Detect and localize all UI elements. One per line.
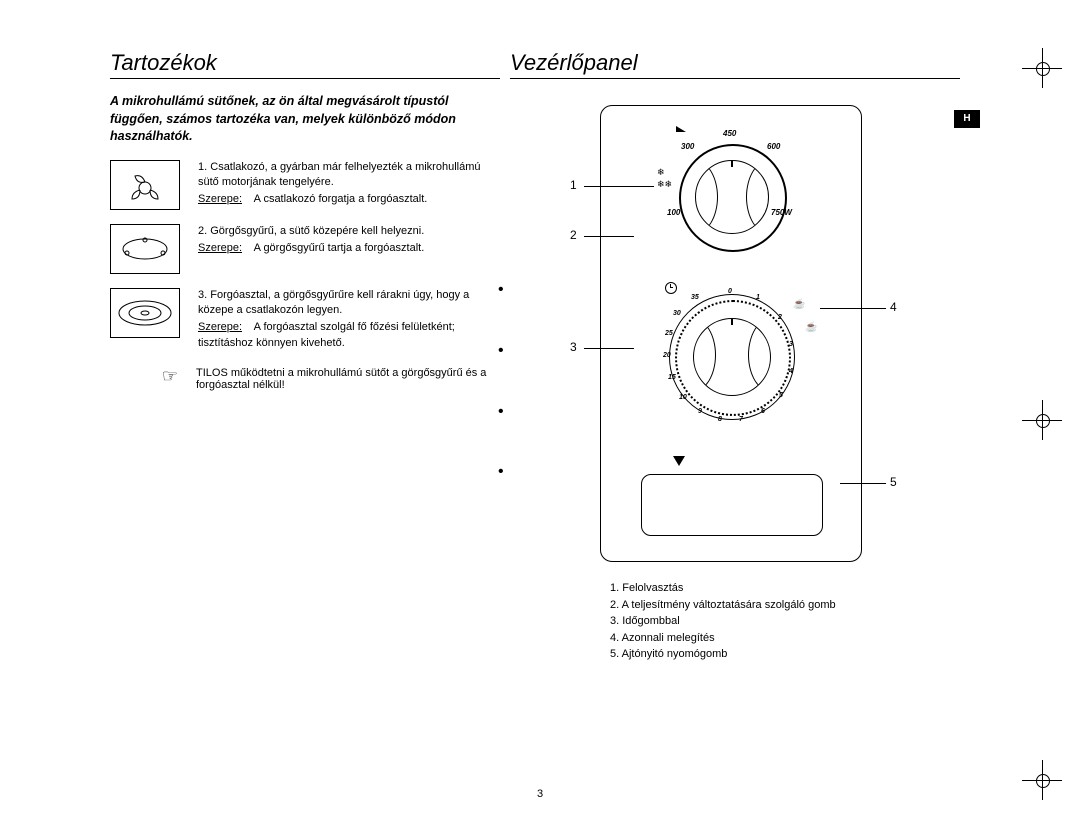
defrost-icon: ❄❄	[657, 180, 672, 189]
timer-4: 4	[789, 368, 793, 375]
defrost-icon: ❄	[657, 168, 665, 177]
power-label-600: 600	[767, 142, 780, 151]
cup-icon: ☕	[793, 299, 805, 310]
timer-3: 3	[789, 341, 793, 348]
callout-3: 3	[570, 340, 577, 354]
door-open-arrow-icon	[673, 456, 685, 466]
page-number: 3	[100, 788, 980, 800]
power-label-100: 100	[667, 208, 680, 217]
power-label-750w: 750W	[771, 208, 792, 217]
accessory-row: 1. Csatlakozó, a gyárban már felhelyezté…	[110, 160, 500, 210]
callout-4: 4	[890, 300, 897, 314]
legend-item: 3. Időgombbal	[610, 613, 836, 630]
power-label-300: 300	[681, 142, 694, 151]
coupler-figure	[110, 160, 180, 210]
item1-role-text: A csatlakozó forgatja a forgóasztalt.	[254, 193, 428, 205]
timer-9: 9	[698, 408, 702, 415]
timer-10: 10	[679, 394, 687, 401]
roller-ring-figure	[110, 224, 180, 274]
control-panel-outline: ❄ ❄❄ 100 300 450 600 750W	[600, 105, 862, 562]
warning-note: ☞ TILOS működtetni a mikrohullámú sütőt …	[110, 367, 500, 391]
legend-item: 2. A teljesítmény változtatására szolgál…	[610, 597, 836, 614]
timer-dial[interactable]: 0 1 2 3 4 5 6 7 8 9 10 15 20 25 30 35	[661, 286, 801, 426]
timer-20: 20	[663, 352, 671, 359]
item1-role-label: Szerepe:	[198, 193, 242, 205]
door-open-button[interactable]	[641, 474, 823, 536]
callout-2: 2	[570, 228, 577, 242]
pointing-hand-icon: ☞	[110, 367, 196, 385]
timer-8: 8	[718, 416, 722, 423]
right-title: Vezérlőpanel	[510, 50, 960, 79]
registration-mark-icon	[1022, 760, 1062, 800]
accessory-row: 2. Görgősgyűrű, a sütő közepére kell hel…	[110, 224, 500, 274]
left-intro: A mikrohullámú sütőnek, az ön által megv…	[110, 93, 500, 146]
left-title: Tartozékok	[110, 50, 500, 79]
timer-2: 2	[778, 314, 782, 321]
cup-icon: ☕	[805, 322, 817, 333]
item1-text: Csatlakozó, a gyárban már felhelyezték a…	[198, 161, 481, 188]
legend-item: 1. Felolvasztás	[610, 580, 836, 597]
item2-role-text: A görgősgyűrű tartja a forgóasztalt.	[254, 242, 425, 254]
legend-item: 5. Ajtónyitó nyomógomb	[610, 646, 836, 663]
note-text: TILOS működtetni a mikrohullámú sütőt a …	[196, 367, 500, 391]
item2-num: 2.	[198, 225, 207, 237]
timer-1: 1	[756, 294, 760, 301]
item2-role-label: Szerepe:	[198, 242, 242, 254]
timer-0: 0	[728, 288, 732, 295]
timer-7: 7	[739, 416, 743, 423]
item3-text: Forgóasztal, a görgősgyűrűre kell rárakn…	[198, 289, 469, 316]
language-badge: H	[954, 110, 980, 128]
legend-item: 4. Azonnali melegítés	[610, 630, 836, 647]
item3-num: 3.	[198, 289, 207, 301]
power-indicator-triangle	[676, 126, 686, 132]
turntable-figure	[110, 288, 180, 338]
timer-25: 25	[665, 330, 673, 337]
item1-num: 1.	[198, 161, 207, 173]
callout-5: 5	[890, 475, 897, 489]
timer-35: 35	[691, 294, 699, 301]
callout-1: 1	[570, 178, 577, 192]
power-dial[interactable]: 100 300 450 600 750W	[671, 136, 791, 256]
fold-marks: ••••	[498, 260, 504, 503]
legend-list: 1. Felolvasztás 2. A teljesítmény változ…	[610, 580, 836, 663]
timer-30: 30	[673, 310, 681, 317]
item3-role-label: Szerepe:	[198, 321, 242, 333]
registration-mark-icon	[1022, 400, 1062, 440]
timer-6: 6	[761, 408, 765, 415]
accessory-row: 3. Forgóasztal, a görgősgyűrűre kell rár…	[110, 288, 500, 352]
item2-text: Görgősgyűrű, a sütő közepére kell helyez…	[210, 225, 424, 237]
timer-5: 5	[779, 392, 783, 399]
registration-mark-icon	[1022, 48, 1062, 88]
timer-15: 15	[668, 374, 676, 381]
power-label-450: 450	[723, 129, 736, 138]
